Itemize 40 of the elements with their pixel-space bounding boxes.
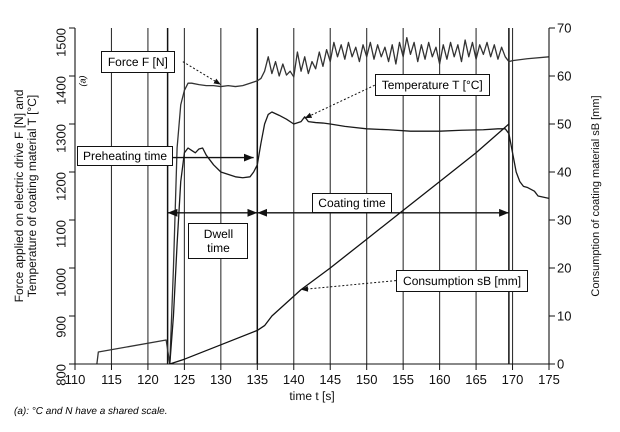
y2-tick-label: 50 — [557, 116, 572, 132]
x-tick-label: 160 — [428, 372, 450, 388]
annotation: Force F [N] — [100, 50, 175, 73]
x-tick-label: 120 — [137, 372, 159, 388]
y-tick-label: 1100 — [54, 220, 69, 248]
x-tick-label: 175 — [538, 372, 560, 388]
x-axis-title: time t [s] — [289, 389, 335, 403]
x-tick-label: 170 — [502, 372, 524, 388]
annotation: Coating time — [312, 192, 392, 213]
y2-tick-label: 60 — [557, 68, 572, 84]
y-axis-title: Force applied on electric drive F [N] and Temperature of coating material T [°C] — [12, 90, 39, 302]
y2-axis-title: Consumption of coating material sB [mm] — [590, 95, 602, 297]
y-tick-label: 1400 — [54, 76, 69, 105]
x-tick-label: 125 — [174, 372, 196, 388]
x-tick-label: 145 — [319, 372, 342, 388]
y2-tick-label: 10 — [557, 308, 572, 324]
x-tick-label: 130 — [210, 372, 232, 388]
x-tick-label: 110 — [64, 372, 86, 388]
x-tick-label: 135 — [246, 372, 268, 388]
text: (a): °C and N have a shared scale. — [14, 406, 168, 417]
y-tick-label: 1000 — [54, 268, 69, 297]
y2-tick-label: 40 — [557, 164, 572, 180]
x-tick-label: 115 — [101, 372, 122, 388]
y2-tick-label: 20 — [557, 260, 572, 276]
annotation: (a) — [78, 76, 88, 86]
annotation: Consumption sB [mm] — [396, 270, 528, 292]
y2-tick-label: 30 — [557, 212, 572, 228]
annotation: Dwell time — [188, 222, 248, 259]
annotation: Preheating time — [77, 146, 174, 166]
x-tick-label: 155 — [392, 372, 414, 388]
x-tick-label: 165 — [465, 372, 487, 388]
x-tick-label: 150 — [356, 372, 378, 388]
y2-tick-label: 70 — [557, 20, 572, 36]
y-tick-label: 1500 — [54, 28, 69, 57]
x-tick-label: 140 — [282, 372, 305, 388]
annotation: Temperature T [°C] — [374, 74, 490, 96]
y2-tick-label: 0 — [557, 356, 564, 372]
y-tick-label: 1300 — [54, 124, 69, 153]
y-tick-label: 900 — [54, 316, 69, 338]
y-tick-label: 1200 — [54, 172, 69, 201]
